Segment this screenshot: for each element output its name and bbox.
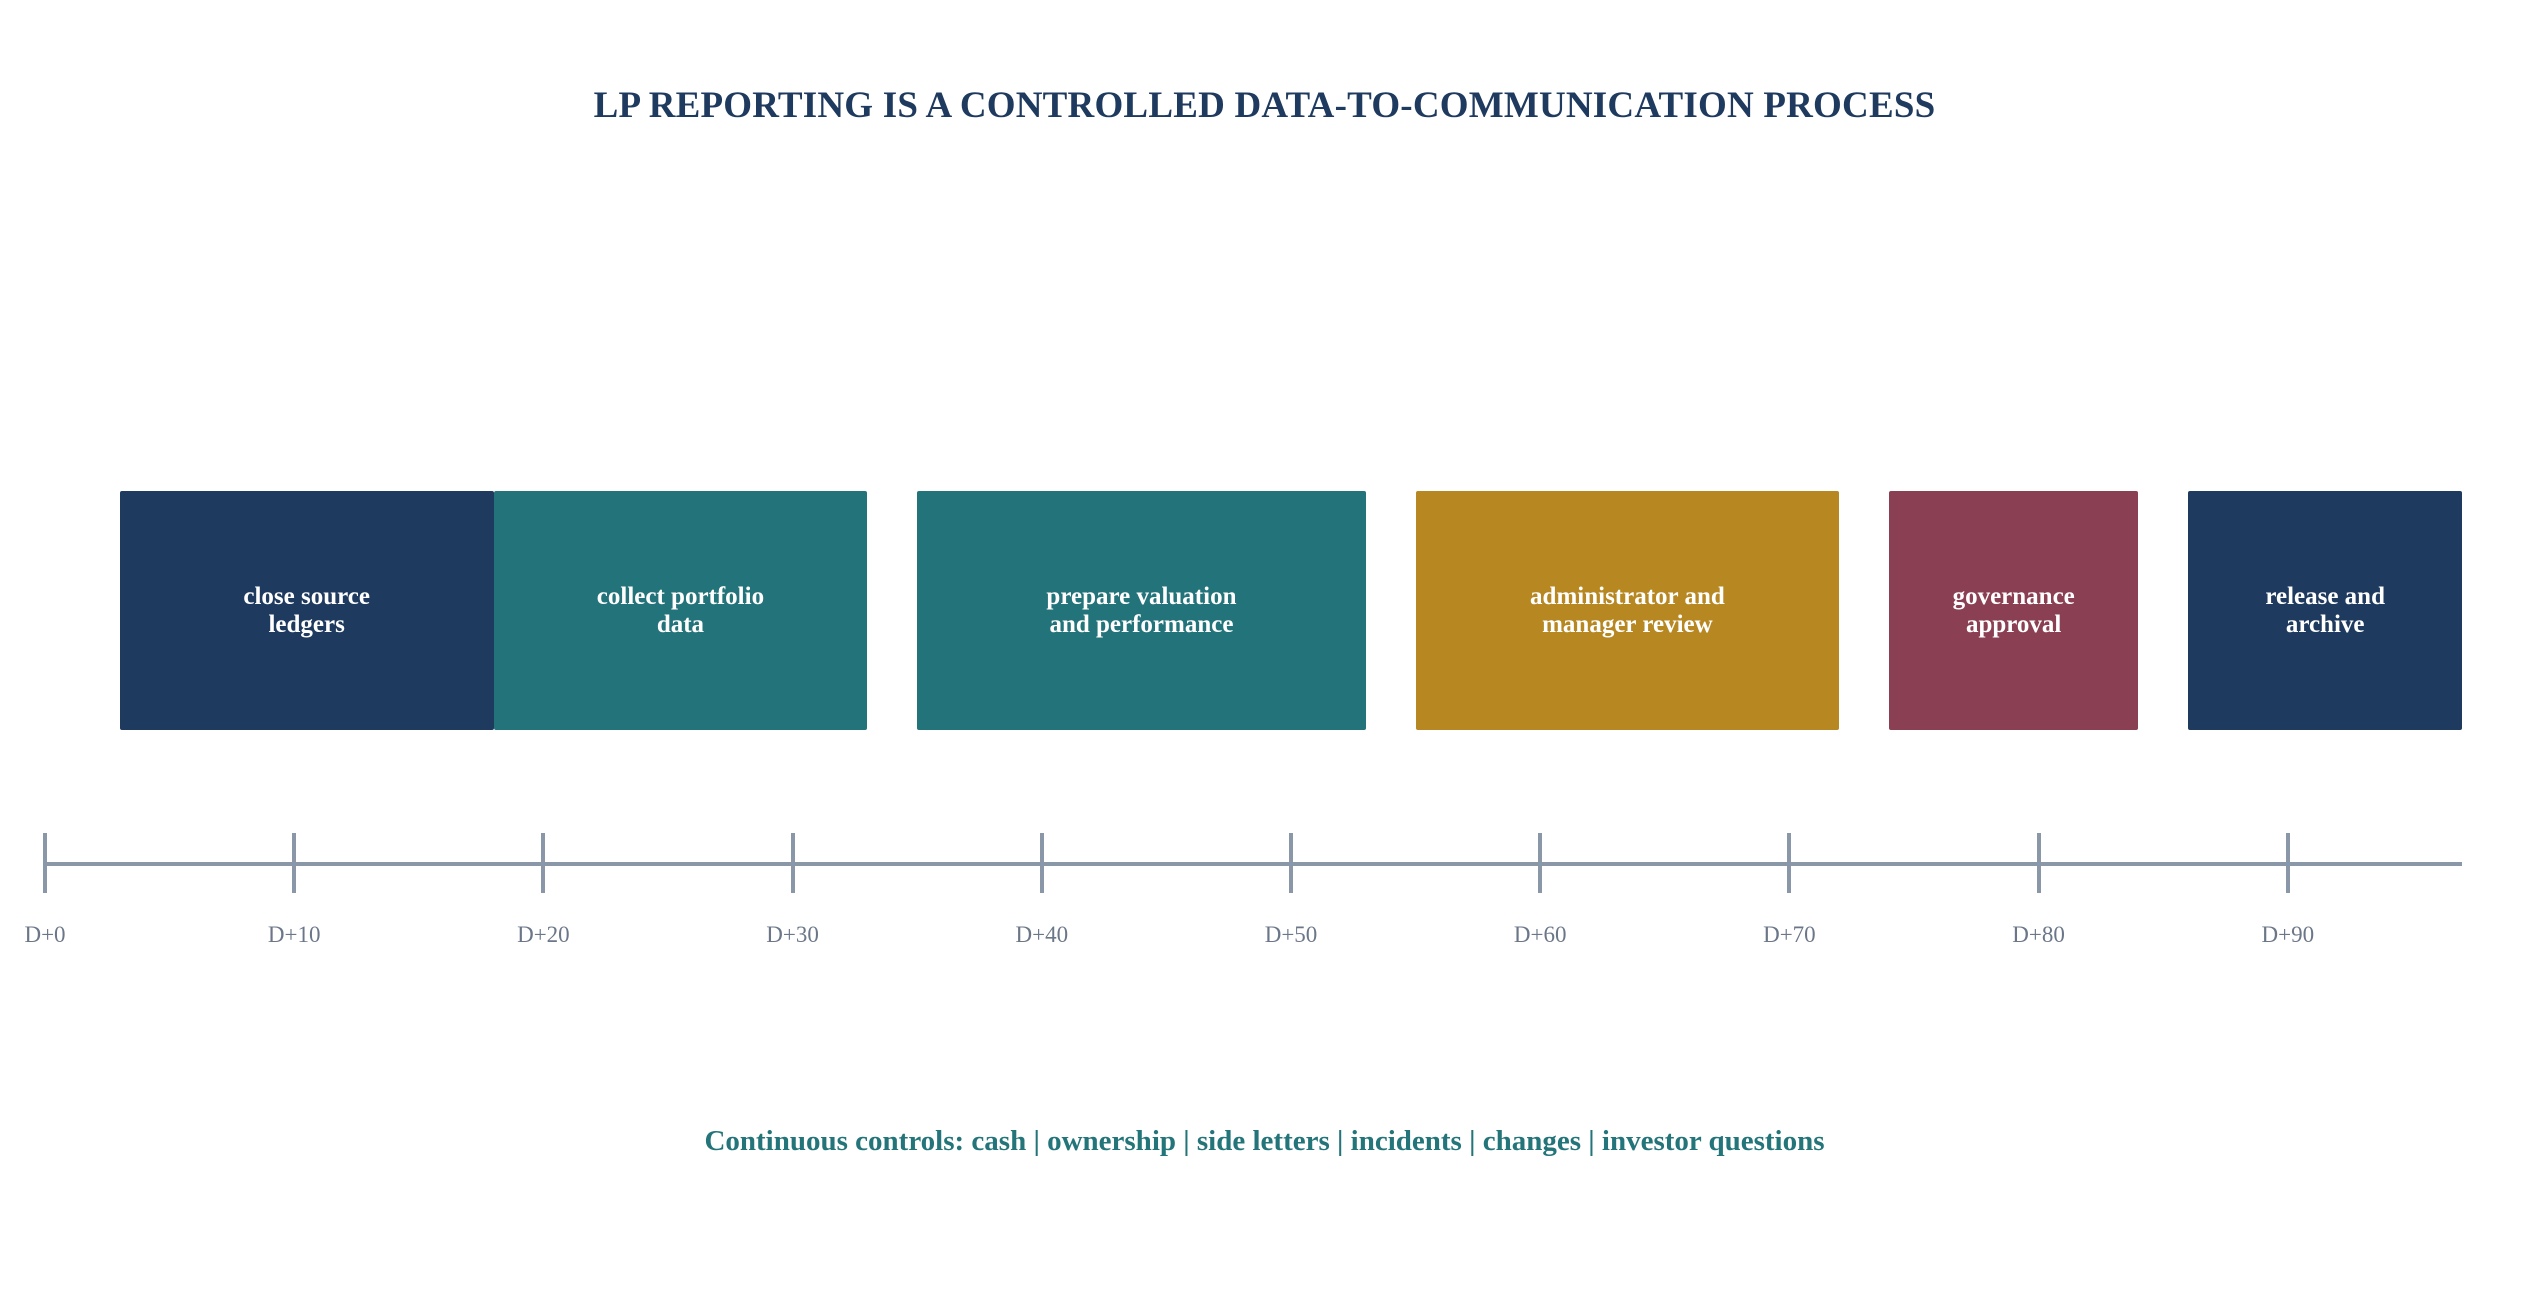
phase-label: close source: [243, 582, 370, 610]
axis-tick: [1538, 833, 1543, 893]
phase-box: close source ledgers: [119, 491, 494, 730]
axis-tick: [1787, 833, 1792, 893]
tick-label: D+0: [24, 922, 66, 947]
phase-label: governance: [1952, 582, 2075, 610]
phase-box: administrator and manager review: [1415, 491, 1840, 730]
tick-label: D+40: [1015, 922, 1069, 947]
phase-label: release and: [2265, 582, 2385, 610]
diagram-title: LP REPORTING IS A CONTROLLED DATA-TO-COM…: [593, 85, 1936, 126]
tick-label: D+20: [517, 922, 570, 947]
axis-tick: [1039, 833, 1044, 893]
phase-label: collect portfolio: [596, 582, 765, 610]
tick-label: D+50: [1264, 922, 1318, 947]
phase-label: administrator and: [1530, 582, 1725, 610]
phase-label: ledgers: [268, 610, 345, 638]
tick-label: D+70: [1763, 922, 1816, 947]
tick-label: D+80: [2012, 922, 2065, 947]
phase-label: manager review: [1542, 610, 1713, 638]
axis-tick: [541, 833, 546, 893]
phase-box: collect portfolio data: [493, 491, 868, 730]
phase-box: release and archive: [2188, 491, 2463, 730]
phase-box: prepare valuation and performance: [917, 491, 1366, 730]
controls-footer: Continuous controls: cash | ownership | …: [704, 1125, 1825, 1157]
tick-label: D+10: [267, 922, 321, 947]
tick-label: D+60: [1513, 922, 1567, 947]
axis-line: [45, 862, 2462, 866]
axis-tick: [790, 833, 795, 893]
phase-label: archive: [2285, 610, 2365, 638]
axis-tick: [292, 833, 297, 893]
axis-tick: [43, 833, 47, 893]
phase-box: governance approval: [1889, 491, 2139, 730]
axis-tick: [2285, 833, 2290, 893]
phase-label: prepare valuation: [1046, 582, 1237, 610]
tick-label: D+30: [766, 922, 819, 947]
phase-label: and performance: [1049, 610, 1234, 638]
phase-label: approval: [1965, 610, 2062, 638]
axis-tick: [1289, 833, 1293, 893]
tick-label: D+90: [2261, 922, 2315, 947]
phase-label: data: [656, 610, 705, 638]
axis-tick: [2036, 833, 2041, 893]
